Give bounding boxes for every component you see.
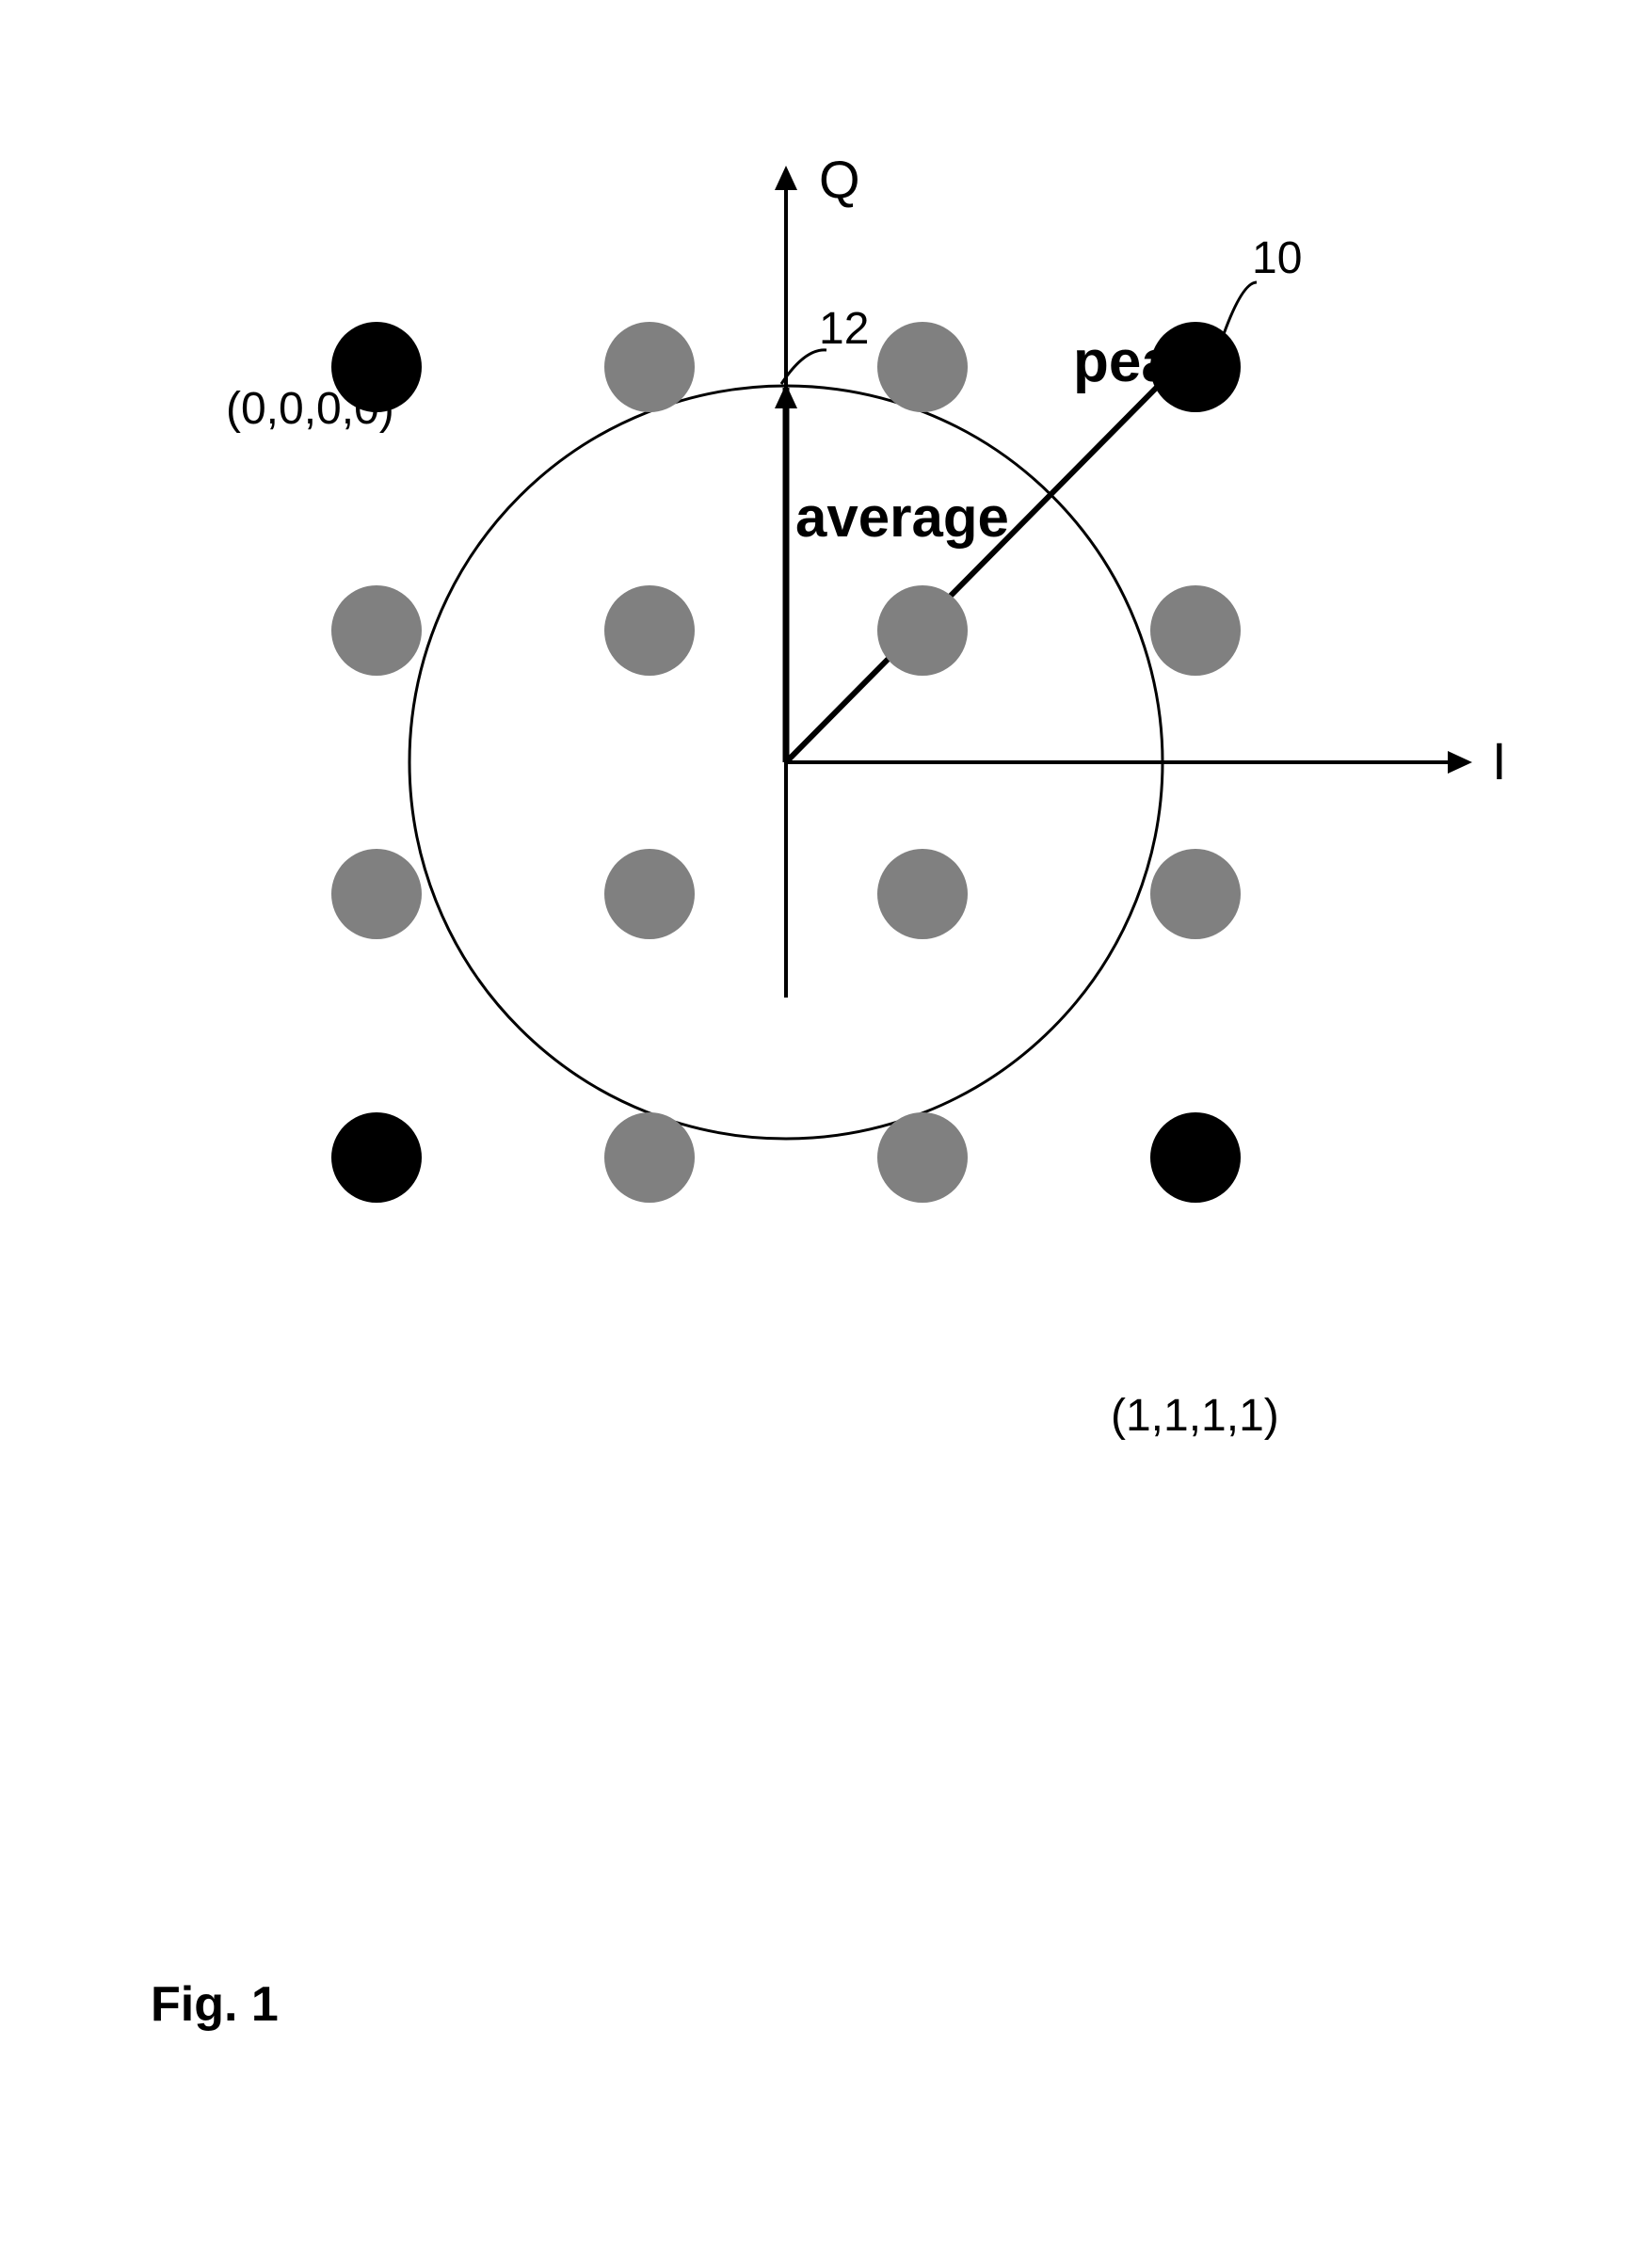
constellation-inner-point — [604, 322, 695, 412]
constellation-inner-point — [604, 1112, 695, 1203]
constellation-inner-point — [331, 585, 422, 676]
ref-12-label: 12 — [819, 304, 869, 354]
peak-label: peak — [1073, 329, 1207, 394]
diagram-page: Q I average peak (0,0,0,0) (1,1,1,1) 10 … — [0, 0, 1652, 2268]
constellation-diagram: Q I average peak (0,0,0,0) (1,1,1,1) 10 … — [0, 0, 1652, 2268]
q-axis-label: Q — [819, 150, 860, 209]
constellation-inner-point — [604, 849, 695, 939]
constellation-inner-point — [877, 585, 968, 676]
constellation-corner-point — [1150, 1112, 1241, 1203]
callout-10 — [1224, 282, 1257, 334]
top-left-coord-label: (0,0,0,0) — [226, 384, 394, 434]
figure-label: Fig. 1 — [151, 1976, 279, 2033]
bottom-right-coord-label: (1,1,1,1) — [1111, 1391, 1279, 1441]
constellation-inner-point — [877, 849, 968, 939]
constellation-inner-point — [877, 1112, 968, 1203]
constellation-inner-point — [877, 322, 968, 412]
i-axis-label: I — [1492, 731, 1507, 791]
constellation-corner-point — [331, 1112, 422, 1203]
peak-vector — [786, 358, 1186, 762]
constellation-inner-point — [1150, 849, 1241, 939]
constellation-inner-point — [331, 849, 422, 939]
constellation-inner-point — [604, 585, 695, 676]
callout-12 — [781, 350, 826, 384]
constellation-inner-point — [1150, 585, 1241, 676]
average-label: average — [795, 486, 1009, 549]
ref-10-label: 10 — [1252, 233, 1302, 283]
